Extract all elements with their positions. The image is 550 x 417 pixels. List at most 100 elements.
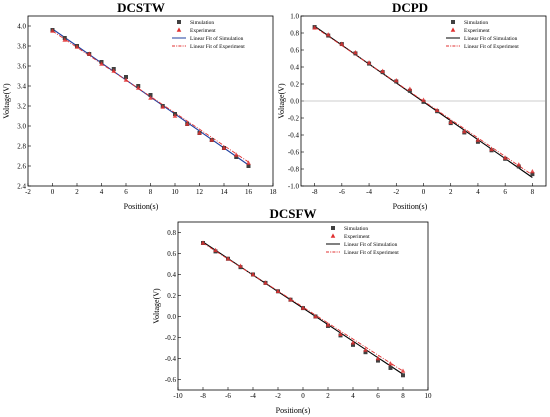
- experiment-point: [213, 247, 218, 253]
- y-tick-label: 3.2: [17, 102, 26, 110]
- y-tick-label: 2.6: [17, 162, 26, 170]
- y-tick-label: -0.4: [165, 355, 177, 363]
- experiment-point: [388, 361, 393, 366]
- chart-title: DCPD: [392, 0, 428, 15]
- y-tick-label: 3.0: [17, 122, 26, 130]
- experiment-point: [233, 152, 239, 157]
- experiment-point: [353, 49, 358, 55]
- experiment-point: [421, 97, 426, 102]
- x-tick-label: 10: [425, 392, 433, 400]
- y-tick-label: 0.8: [290, 29, 299, 37]
- y-tick-label: 2.8: [17, 142, 26, 150]
- experiment-point: [475, 137, 481, 142]
- legend-entry: Linear Fit of Simulation: [190, 35, 244, 42]
- simulation-point: [124, 75, 128, 79]
- legend-entry: Experiment: [190, 28, 216, 34]
- x-tick-label: -8: [200, 392, 206, 400]
- experiment-point: [184, 121, 190, 126]
- experiment-point: [172, 113, 178, 118]
- legend-swatch: [450, 27, 456, 32]
- experiment-point: [246, 160, 251, 165]
- y-tick-label: -0.2: [165, 334, 177, 342]
- x-axis-label: Position(s): [124, 202, 159, 211]
- y-tick-label: 0.2: [167, 292, 176, 300]
- experiment-point: [225, 256, 231, 261]
- x-tick-label: 10: [172, 188, 180, 196]
- simulation-point: [234, 155, 239, 159]
- y-tick-label: 0.4: [167, 271, 176, 279]
- experiment-point: [516, 162, 522, 167]
- x-tick-label: 0: [51, 188, 55, 196]
- y-tick-label: 0.0: [167, 313, 176, 321]
- experiment-point: [238, 263, 243, 268]
- x-tick-label: -4: [250, 392, 256, 400]
- experiment-point: [350, 340, 356, 345]
- experiment-point: [313, 313, 318, 319]
- y-tick-label: 1.0: [290, 12, 299, 20]
- experiment-point: [339, 41, 345, 46]
- experiment-point: [263, 280, 268, 285]
- experiment-point: [380, 68, 385, 73]
- x-tick-label: 4: [351, 392, 355, 400]
- legend-entry: Simulation: [464, 20, 488, 26]
- simulation-point: [401, 373, 405, 378]
- x-tick-label: 8: [149, 188, 153, 196]
- experiment-point: [200, 240, 206, 245]
- x-tick-label: -10: [173, 392, 183, 400]
- x-tick-label: 0: [301, 392, 305, 400]
- legend-swatch: [331, 226, 335, 230]
- y-tick-label: 0.6: [290, 46, 299, 54]
- experiment-point: [375, 355, 381, 361]
- y-tick-label: -0.6: [165, 376, 177, 384]
- legend-entry: Linear Fit of Experiment: [464, 43, 519, 50]
- experiment-point: [462, 129, 467, 134]
- x-axis-label: Position(s): [276, 406, 311, 415]
- experiment-point: [50, 28, 55, 33]
- x-axis-label: Position(s): [393, 202, 428, 211]
- experiment-point: [197, 130, 202, 135]
- x-tick-label: -2: [25, 188, 31, 196]
- y-tick-label: 3.6: [17, 62, 26, 70]
- y-axis-label: Voltage(V): [277, 83, 286, 119]
- experiment-point: [288, 297, 293, 302]
- y-axis-label: Voltage(V): [152, 288, 161, 324]
- legend-entry: Linear Fit of Experiment: [344, 249, 399, 256]
- y-tick-label: -0.4: [288, 131, 300, 139]
- experiment-point: [489, 146, 494, 152]
- simulation-point: [246, 164, 251, 168]
- y-tick-label: -0.6: [288, 148, 300, 156]
- plot-marks: -8 -6 -4 -2 0 2 4 6 8 -1.0 -0.8 -0.6 -0.4 -0.2 0.0 0.2 0…: [288, 12, 546, 196]
- experiment-point: [275, 288, 281, 293]
- simulation-point: [530, 172, 535, 177]
- legend-entry: Linear Fit of Experiment: [190, 43, 245, 50]
- experiment-point: [62, 37, 68, 42]
- y-tick-label: 0.6: [167, 250, 176, 258]
- experiment-point: [250, 271, 256, 277]
- legend-entry: Simulation: [190, 20, 214, 26]
- x-tick-label: 8: [401, 392, 405, 400]
- simulation-point: [388, 365, 393, 370]
- legend-entry: Linear Fit of Simulation: [344, 241, 398, 248]
- simulation-point: [148, 93, 153, 97]
- x-tick-label: 4: [476, 188, 480, 196]
- experiment-point: [111, 68, 117, 73]
- chart-dcpd: DCPD Position(s) Voltage(V) -8 -6 -4 -2 0 2 4 6…: [277, 0, 547, 211]
- simulation-point: [376, 358, 380, 363]
- x-tick-label: 12: [196, 188, 204, 196]
- x-tick-label: 8: [531, 188, 535, 196]
- x-tick-label: -6: [339, 188, 345, 196]
- experiment-point: [530, 168, 535, 174]
- legend-swatch: [176, 27, 182, 32]
- legend-swatch: [177, 20, 181, 24]
- experiment-point: [338, 331, 343, 337]
- simulation-point: [363, 350, 368, 355]
- x-tick-label: 16: [245, 188, 253, 196]
- experiment-point: [312, 25, 317, 30]
- legend-swatch: [451, 20, 455, 24]
- legend-swatch: [330, 233, 336, 238]
- experiment-point: [325, 322, 331, 327]
- y-tick-label: -0.2: [288, 114, 300, 122]
